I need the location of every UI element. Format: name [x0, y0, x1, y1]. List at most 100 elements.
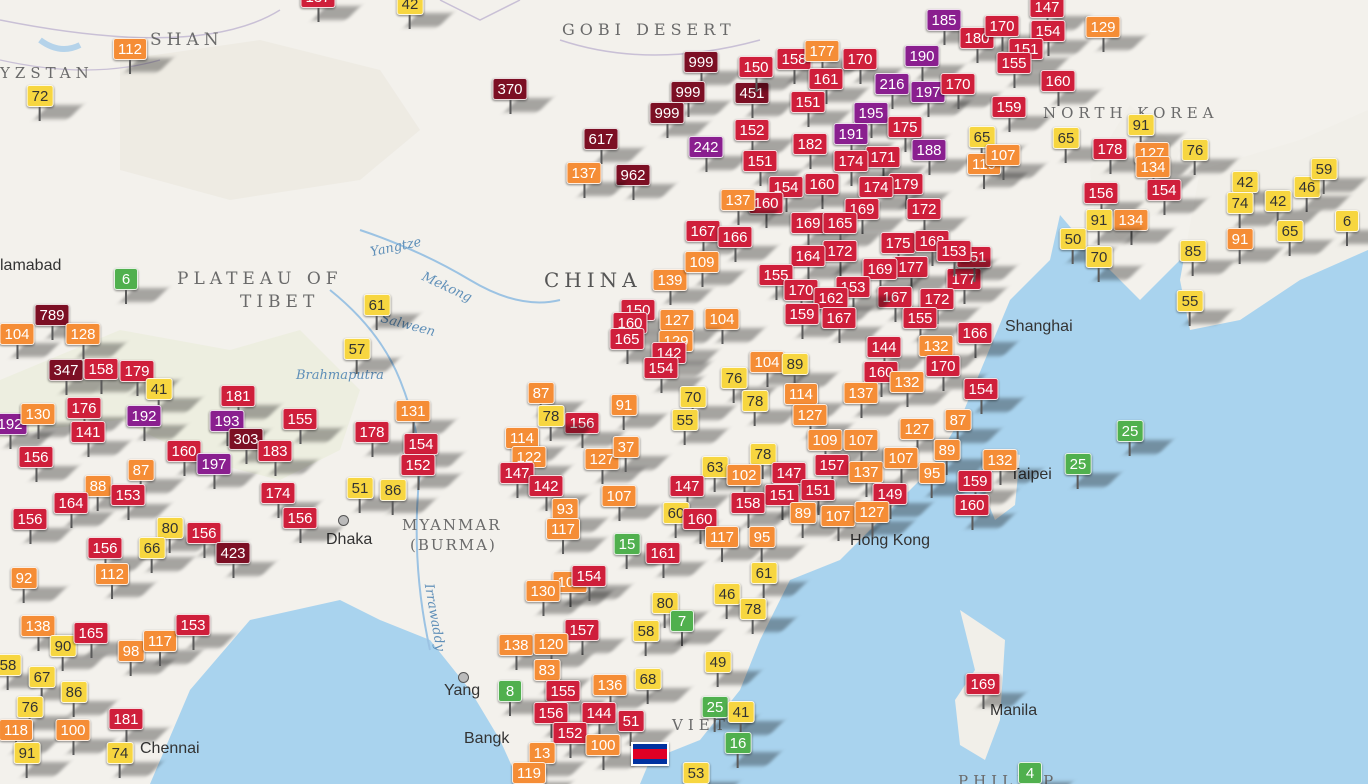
station-aqi-marker[interactable]: 91 [1226, 228, 1283, 264]
station-aqi-marker[interactable]: 169 [862, 258, 923, 294]
station-aqi-marker[interactable]: 138 [20, 615, 81, 651]
station-aqi-marker[interactable]: 107 [820, 505, 881, 541]
station-aqi-marker[interactable]: 41 [145, 378, 202, 414]
station-aqi-marker[interactable]: 165 [609, 328, 670, 364]
station-aqi-marker[interactable]: 132 [918, 335, 979, 371]
station-aqi-marker[interactable]: 962 [615, 164, 676, 200]
station-aqi-marker[interactable]: 107 [601, 485, 662, 521]
station-aqi-marker[interactable]: 127 [854, 501, 915, 537]
station-aqi-marker[interactable]: 147 [1029, 0, 1090, 32]
station-aqi-marker[interactable]: 98 [117, 640, 174, 676]
station-aqi-marker[interactable]: 80 [651, 592, 708, 628]
station-aqi-marker[interactable]: 104 [704, 308, 765, 344]
station-aqi-marker[interactable]: 166 [717, 226, 778, 262]
station-aqi-marker[interactable]: 156 [12, 508, 73, 544]
station-aqi-marker[interactable]: 63 [701, 456, 758, 492]
station-aqi-marker[interactable]: 158 [776, 48, 837, 84]
station-aqi-marker[interactable]: 74 [106, 742, 163, 778]
station-aqi-marker[interactable]: 177 [804, 40, 865, 76]
station-aqi-marker[interactable]: 131 [395, 400, 456, 436]
station-aqi-marker[interactable]: 155 [282, 408, 343, 444]
station-aqi-marker[interactable]: 147 [669, 475, 730, 511]
station-aqi-marker[interactable]: 178 [1092, 138, 1153, 174]
station-aqi-marker[interactable]: 999 [683, 51, 744, 87]
station-aqi-marker[interactable]: 53 [682, 762, 739, 784]
station-aqi-marker[interactable]: 42 [396, 0, 453, 29]
station-aqi-marker[interactable]: 182 [792, 133, 853, 169]
station-aqi-marker[interactable]: 169 [965, 673, 1026, 709]
station-aqi-marker[interactable]: 176 [66, 397, 127, 433]
station-aqi-marker[interactable]: 117 [705, 526, 765, 562]
station-aqi-marker[interactable]: 167 [877, 286, 938, 322]
station-aqi-marker[interactable]: 132 [889, 371, 950, 407]
station-aqi-marker[interactable]: 78 [741, 390, 798, 426]
station-aqi-marker[interactable]: 149 [872, 483, 933, 519]
station-aqi-marker[interactable]: 999 [670, 81, 731, 117]
station-aqi-marker[interactable]: 46 [713, 583, 770, 619]
station-aqi-marker[interactable]: 65 [1276, 220, 1333, 256]
station-aqi-marker[interactable]: 68 [634, 668, 691, 704]
station-aqi-marker[interactable]: 78 [749, 443, 806, 479]
station-aqi-marker[interactable]: 132 [982, 449, 1043, 485]
station-aqi-marker[interactable]: 197 [910, 81, 971, 117]
station-aqi-marker[interactable]: 76 [16, 696, 73, 732]
station-aqi-marker[interactable]: 155 [902, 307, 963, 343]
station-aqi-marker[interactable]: 95 [748, 526, 805, 562]
station-aqi-marker[interactable]: 150 [738, 56, 799, 92]
station-aqi-marker[interactable]: 138 [498, 634, 559, 670]
station-aqi-marker[interactable]: 617 [583, 128, 644, 164]
station-aqi-marker[interactable]: 155 [758, 264, 819, 300]
station-aqi-marker[interactable]: 161 [808, 68, 869, 104]
station-aqi-marker[interactable]: 152 [552, 722, 613, 758]
station-aqi-marker[interactable]: 154 [403, 433, 464, 469]
station-aqi-marker[interactable]: 89 [933, 439, 990, 475]
station-aqi-marker[interactable]: 151 [800, 479, 861, 515]
station-aqi-marker[interactable]: 51 [346, 477, 403, 513]
station-aqi-marker[interactable]: 157 [814, 454, 875, 490]
station-aqi-marker[interactable]: 25 [1116, 420, 1173, 456]
station-aqi-marker[interactable]: 55 [671, 409, 728, 445]
station-aqi-marker[interactable]: 89 [781, 353, 838, 389]
station-aqi-marker[interactable]: 134 [1113, 209, 1174, 245]
station-aqi-marker[interactable]: 191 [833, 123, 894, 159]
station-aqi-marker[interactable]: 15 [613, 533, 670, 569]
station-aqi-marker[interactable]: 50 [1059, 228, 1116, 264]
station-aqi-marker[interactable]: 183 [257, 440, 318, 476]
station-aqi-marker[interactable]: 156 [282, 507, 343, 543]
station-aqi-marker[interactable]: 185 [926, 9, 987, 45]
station-aqi-marker[interactable]: 155 [545, 680, 606, 716]
station-aqi-marker[interactable]: 156 [564, 412, 625, 448]
station-aqi-marker[interactable]: 151 [742, 150, 803, 186]
station-aqi-marker[interactable]: 160 [954, 494, 1015, 530]
station-aqi-marker[interactable]: 347 [48, 359, 109, 395]
station-aqi-marker[interactable]: 169 [790, 212, 851, 248]
station-aqi-marker[interactable]: 137 [566, 162, 627, 198]
station-aqi-marker[interactable]: 190 [904, 45, 965, 81]
station-aqi-marker[interactable]: 423 [215, 542, 276, 578]
station-aqi-marker[interactable]: 142 [528, 475, 589, 511]
station-aqi-marker[interactable]: 127 [899, 418, 960, 454]
station-aqi-marker[interactable]: 86 [379, 479, 436, 515]
station-aqi-marker[interactable]: 6 [114, 268, 169, 304]
station-aqi-marker[interactable]: 154 [643, 357, 704, 393]
station-aqi-marker[interactable]: 144 [866, 336, 927, 372]
station-aqi-marker[interactable]: 153 [110, 484, 171, 520]
station-aqi-marker[interactable]: 59 [1310, 158, 1367, 194]
station-aqi-marker[interactable]: 303 [228, 428, 289, 464]
station-aqi-marker[interactable]: 57 [343, 338, 400, 374]
station-aqi-marker[interactable]: 137 [300, 0, 361, 22]
station-aqi-marker[interactable]: 74 [1226, 192, 1283, 228]
station-aqi-marker[interactable]: 175 [880, 232, 941, 268]
station-aqi-marker[interactable]: 119 [512, 762, 572, 784]
station-aqi-marker[interactable]: 42 [1264, 190, 1321, 226]
station-aqi-marker[interactable]: 86 [60, 681, 117, 717]
station-aqi-marker[interactable]: 188 [911, 139, 972, 175]
station-aqi-marker[interactable]: 61 [750, 562, 807, 598]
station-aqi-marker[interactable]: 25 [701, 696, 758, 732]
station-aqi-marker[interactable]: 46 [1293, 176, 1350, 212]
station-aqi-marker[interactable]: 107 [883, 447, 944, 483]
station-aqi-marker[interactable]: 154 [1030, 20, 1091, 56]
station-aqi-marker[interactable]: 178 [354, 421, 415, 457]
station-aqi-marker[interactable]: 174 [260, 482, 321, 518]
